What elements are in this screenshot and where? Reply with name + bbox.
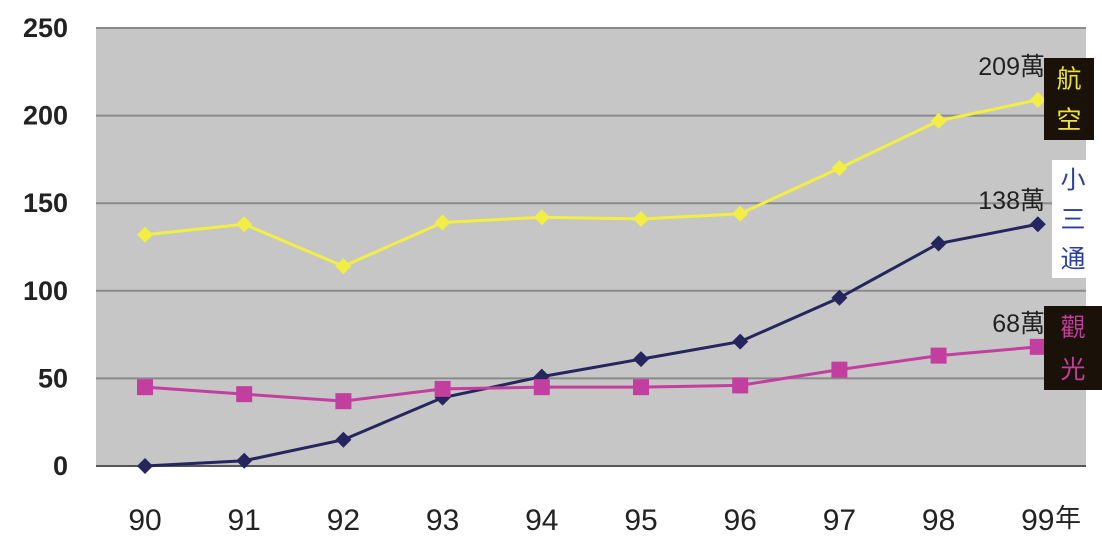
y-tick-label: 250	[23, 13, 68, 43]
end-value-label: 68萬	[992, 310, 1045, 338]
x-tick-label: 95	[624, 504, 657, 536]
data-point	[633, 351, 649, 368]
data-point	[335, 431, 352, 448]
data-point	[831, 160, 848, 177]
series-line-0	[144, 98, 1039, 268]
y-tick-label: 50	[38, 363, 68, 393]
data-point	[335, 393, 352, 410]
legend-label: 航空	[1056, 66, 1081, 135]
data-point	[831, 361, 848, 378]
x-tick-label: 90	[128, 504, 161, 536]
data-point	[732, 333, 749, 350]
y-tick-label: 100	[23, 276, 68, 306]
data-point	[930, 235, 947, 252]
series-layer	[137, 91, 1046, 474]
data-point	[732, 205, 749, 222]
x-tick-label: 97	[823, 504, 856, 536]
legend-box	[1044, 58, 1094, 140]
x-tick-label: 98	[922, 504, 955, 536]
data-point	[236, 452, 253, 469]
data-point	[434, 214, 451, 231]
data-point	[930, 112, 947, 129]
x-tick-label: 99	[1021, 504, 1054, 536]
gridlines	[96, 27, 1086, 380]
data-point	[137, 379, 153, 396]
data-point	[236, 216, 253, 233]
y-tick-label: 150	[23, 188, 68, 218]
legend-label: 觀光	[1060, 314, 1085, 384]
data-point	[335, 258, 352, 275]
legend-box	[1052, 160, 1094, 278]
legend-label: 小三通	[1060, 167, 1085, 274]
legend-box	[1044, 306, 1102, 390]
data-point	[137, 458, 153, 474]
data-point	[732, 377, 749, 394]
y-tick-label: 0	[53, 451, 68, 481]
data-point	[1029, 216, 1046, 233]
data-point	[1029, 338, 1046, 355]
data-point	[533, 379, 550, 396]
end-value-label: 209萬	[978, 53, 1045, 81]
data-point	[236, 386, 253, 403]
data-point	[434, 380, 451, 397]
axes: 0 50 100 150 200 250 90 91 92 93 94 95 96 97 98 99 年	[23, 13, 1086, 536]
x-tick-label: 94	[525, 504, 558, 536]
x-unit-label: 年	[1055, 503, 1081, 533]
data-point	[831, 289, 848, 306]
series-line-2	[144, 345, 1038, 403]
y-tick-label: 200	[23, 101, 68, 131]
x-tick-label: 96	[724, 504, 757, 536]
plot-area	[96, 28, 1086, 466]
series-line-1	[144, 222, 1039, 468]
end-value-label: 138萬	[978, 187, 1045, 215]
data-point	[633, 379, 649, 396]
legend-item: 觀光	[1044, 306, 1102, 390]
data-point	[1029, 91, 1046, 108]
data-point	[533, 209, 550, 226]
data-point	[633, 210, 649, 227]
data-point	[137, 226, 153, 243]
x-tick-label: 93	[426, 504, 459, 536]
data-point	[930, 347, 947, 364]
x-tick-label: 91	[228, 504, 261, 536]
legend-item: 小三通	[1052, 160, 1094, 278]
legend-item: 航空	[1044, 58, 1094, 140]
x-tick-label: 92	[327, 504, 360, 536]
